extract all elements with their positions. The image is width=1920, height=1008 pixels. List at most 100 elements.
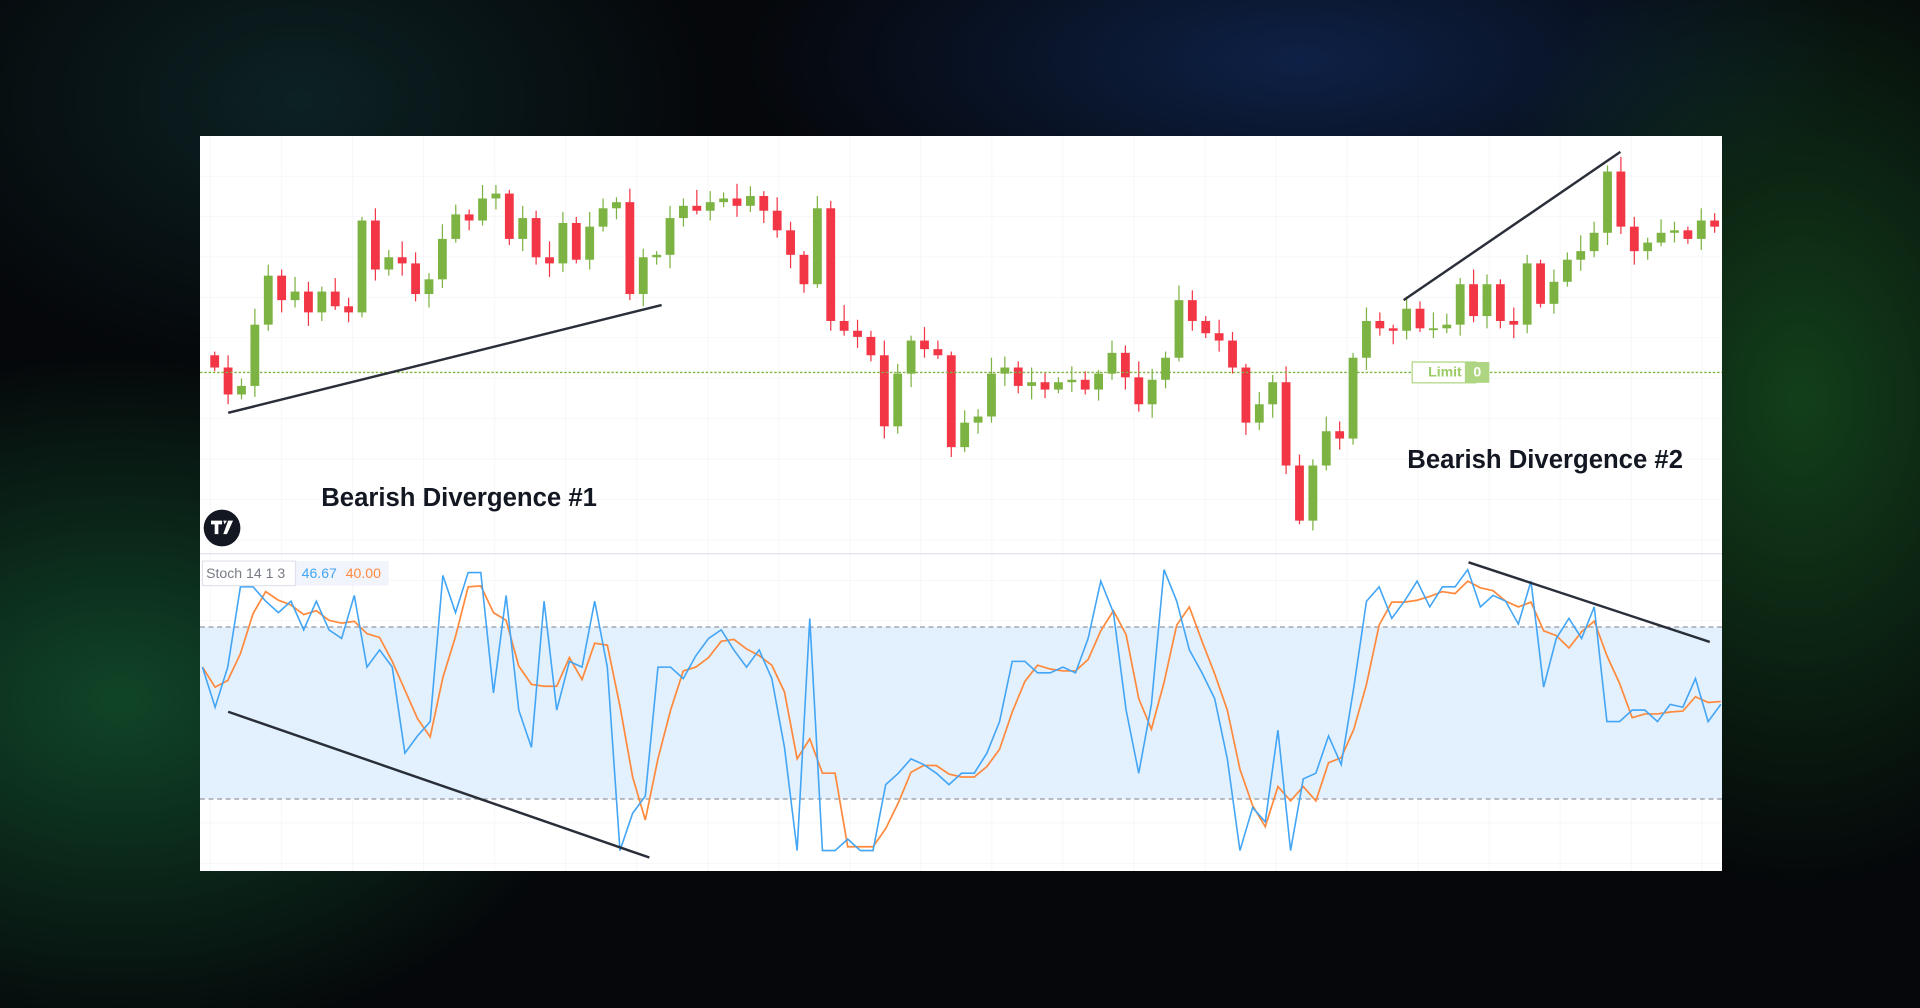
stoch-band bbox=[200, 626, 1722, 799]
candle bbox=[960, 422, 970, 448]
candle bbox=[745, 196, 755, 206]
candle bbox=[652, 254, 662, 258]
candle bbox=[893, 373, 903, 427]
candle bbox=[277, 275, 287, 301]
candle bbox=[1067, 379, 1077, 383]
candle bbox=[1429, 328, 1438, 331]
candle bbox=[223, 367, 233, 395]
candles bbox=[210, 156, 1720, 531]
price-chart[interactable]: Limit 0 Bearish Divergence #1 Bearish Di… bbox=[200, 136, 1722, 871]
candle bbox=[451, 214, 461, 239]
candle bbox=[491, 193, 501, 199]
candle bbox=[1054, 382, 1063, 390]
candle bbox=[1509, 320, 1519, 325]
candle bbox=[1616, 171, 1626, 227]
limit-label[interactable]: Limit 0 bbox=[1411, 361, 1490, 384]
candle bbox=[1335, 431, 1345, 439]
candle bbox=[1321, 431, 1331, 466]
candle bbox=[1295, 465, 1304, 521]
candle bbox=[987, 373, 996, 417]
candle bbox=[1683, 230, 1693, 239]
candle bbox=[545, 257, 554, 264]
annotation-divergence-1: Bearish Divergence #1 bbox=[321, 484, 597, 512]
divergence-1-price-trendline[interactable] bbox=[227, 303, 662, 415]
candle bbox=[1013, 367, 1023, 386]
candle bbox=[1696, 220, 1706, 239]
candle bbox=[1469, 284, 1478, 317]
tradingview-logo[interactable] bbox=[203, 509, 241, 547]
candle bbox=[1710, 220, 1720, 227]
candle bbox=[304, 291, 313, 313]
candle bbox=[946, 355, 956, 448]
candle bbox=[1134, 377, 1144, 405]
candle bbox=[1187, 300, 1197, 321]
divergence-2-price-trendline[interactable] bbox=[1402, 150, 1622, 302]
candle bbox=[1268, 382, 1278, 405]
candle bbox=[1228, 340, 1237, 368]
limit-qty: 0 bbox=[1473, 364, 1481, 380]
candle bbox=[1147, 379, 1157, 405]
candle bbox=[1254, 404, 1264, 423]
candle bbox=[558, 222, 568, 264]
candle bbox=[437, 238, 447, 280]
stoch-d-line bbox=[201, 580, 1721, 848]
candle bbox=[1603, 171, 1612, 233]
candle bbox=[1402, 308, 1412, 331]
candle bbox=[1589, 232, 1599, 252]
candle bbox=[424, 279, 434, 295]
candle bbox=[411, 263, 420, 295]
candle bbox=[1241, 367, 1251, 423]
candle bbox=[839, 320, 849, 331]
candle bbox=[1455, 284, 1465, 325]
candle bbox=[705, 202, 715, 211]
candle bbox=[531, 218, 541, 258]
candle bbox=[973, 416, 983, 423]
candle bbox=[1482, 284, 1492, 317]
candle bbox=[237, 385, 246, 395]
candle bbox=[772, 210, 782, 231]
candle bbox=[317, 291, 327, 313]
candle bbox=[478, 198, 487, 221]
stoch-d-value: 40.00 bbox=[346, 565, 381, 581]
candle bbox=[1536, 263, 1545, 304]
candle bbox=[397, 257, 407, 264]
candle bbox=[1094, 373, 1104, 390]
candle bbox=[370, 220, 380, 270]
candle bbox=[732, 198, 742, 206]
candle bbox=[1522, 263, 1532, 325]
candle bbox=[1629, 226, 1639, 252]
candle bbox=[853, 330, 862, 337]
candle bbox=[625, 202, 635, 295]
candle bbox=[1670, 230, 1679, 233]
candle bbox=[692, 205, 702, 211]
candle bbox=[1214, 333, 1224, 341]
candle bbox=[866, 336, 876, 356]
candle bbox=[1107, 352, 1117, 374]
candle bbox=[1161, 357, 1170, 380]
candle bbox=[518, 218, 528, 239]
candle bbox=[826, 208, 836, 321]
annotation-divergence-2: Bearish Divergence #2 bbox=[1407, 446, 1683, 474]
divergence-2-stoch-trendline[interactable] bbox=[1468, 561, 1711, 644]
stoch-k-value: 46.67 bbox=[302, 565, 337, 581]
candle bbox=[1375, 320, 1385, 329]
candle bbox=[357, 220, 367, 313]
candle bbox=[1495, 284, 1505, 321]
candle bbox=[1174, 300, 1184, 358]
candle bbox=[1308, 465, 1318, 521]
candle bbox=[933, 349, 943, 356]
limit-label-text: Limit bbox=[1428, 364, 1462, 380]
stoch-legend[interactable]: Stoch 14 1 3 46.67 40.00 bbox=[201, 560, 389, 587]
candle bbox=[1576, 251, 1586, 260]
candle bbox=[665, 218, 675, 255]
candle bbox=[1000, 367, 1010, 374]
divergence-1-stoch-trendline[interactable] bbox=[227, 710, 650, 859]
candle bbox=[920, 340, 929, 350]
candle bbox=[799, 254, 809, 285]
candle bbox=[1040, 382, 1050, 390]
candle bbox=[464, 214, 474, 221]
candle bbox=[290, 291, 300, 301]
candle bbox=[1388, 328, 1398, 331]
candle bbox=[585, 226, 595, 260]
candle bbox=[638, 257, 648, 295]
